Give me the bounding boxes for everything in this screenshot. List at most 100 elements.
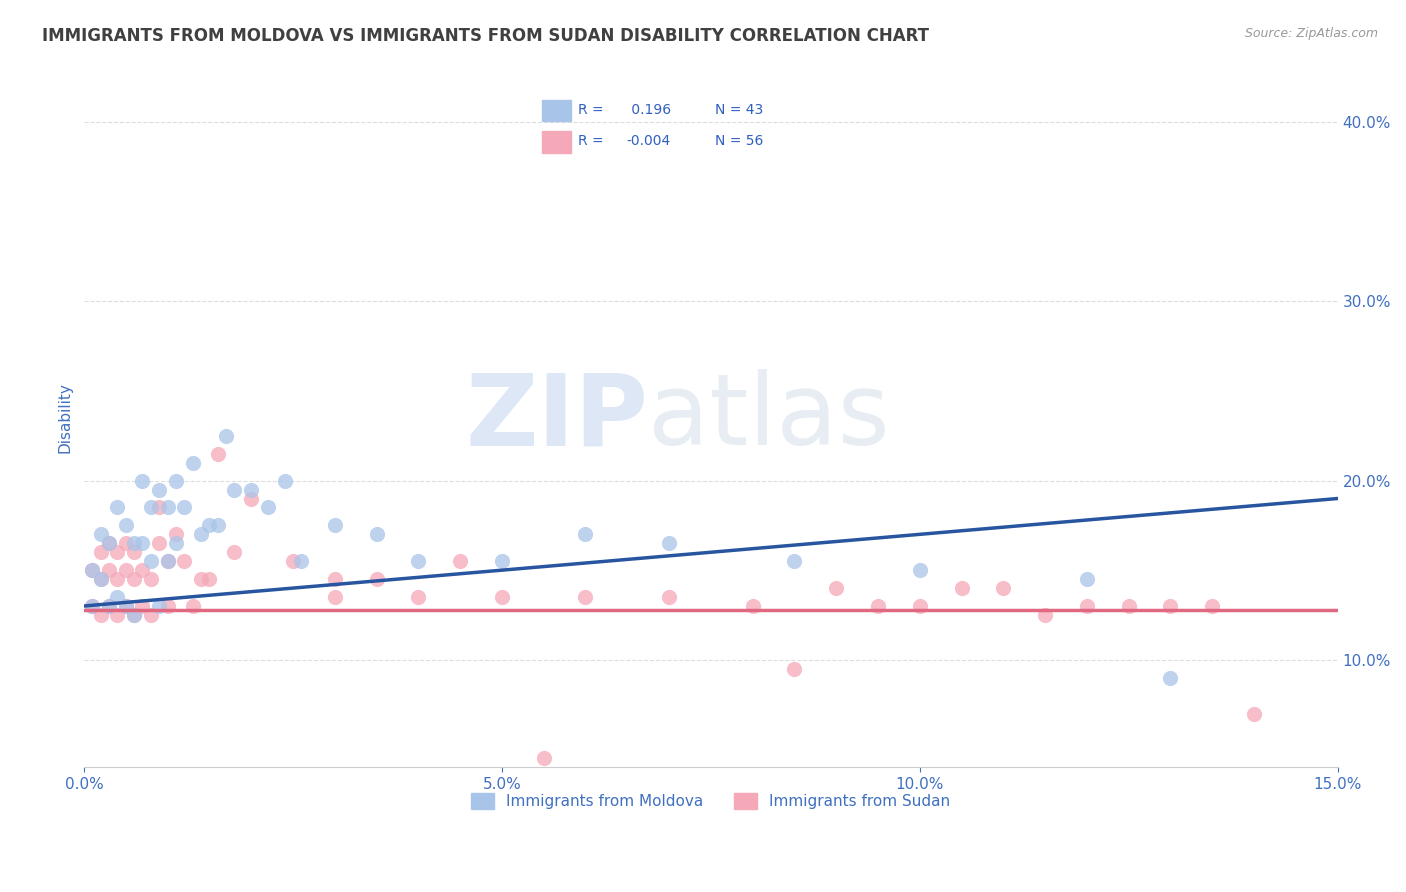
Point: [658, 536, 681, 550]
Point: [224, 483, 246, 497]
Point: [1243, 706, 1265, 721]
Point: [783, 554, 806, 568]
Point: [1201, 599, 1223, 613]
Point: [240, 483, 263, 497]
Text: Source: ZipAtlas.com: Source: ZipAtlas.com: [1244, 27, 1378, 40]
Point: [198, 518, 221, 533]
Point: [114, 518, 136, 533]
Text: ZIP: ZIP: [465, 369, 648, 467]
Point: [207, 518, 229, 533]
Point: [1118, 599, 1140, 613]
Point: [90, 572, 112, 586]
Point: [139, 500, 162, 515]
Point: [574, 527, 596, 541]
Point: [156, 554, 179, 568]
Point: [148, 536, 170, 550]
Point: [1159, 671, 1181, 685]
Point: [122, 545, 145, 559]
Legend: Immigrants from Moldova, Immigrants from Sudan: Immigrants from Moldova, Immigrants from…: [465, 788, 956, 815]
Point: [181, 599, 204, 613]
Point: [82, 599, 104, 613]
Point: [908, 599, 931, 613]
Point: [323, 518, 346, 533]
Point: [107, 590, 129, 604]
Point: [98, 536, 121, 550]
Point: [408, 590, 430, 604]
Point: [741, 599, 763, 613]
Point: [366, 527, 388, 541]
Point: [114, 536, 136, 550]
Point: [950, 581, 973, 595]
Point: [98, 599, 121, 613]
Point: [139, 572, 162, 586]
Point: [114, 599, 136, 613]
Point: [156, 554, 179, 568]
Point: [114, 599, 136, 613]
Point: [122, 607, 145, 622]
Point: [82, 599, 104, 613]
Text: atlas: atlas: [648, 369, 890, 467]
Point: [131, 474, 153, 488]
Point: [148, 599, 170, 613]
Point: [491, 554, 513, 568]
Point: [114, 563, 136, 577]
Point: [190, 527, 212, 541]
Point: [148, 483, 170, 497]
Point: [366, 572, 388, 586]
Point: [131, 599, 153, 613]
Point: [156, 500, 179, 515]
Point: [165, 474, 187, 488]
Point: [173, 554, 195, 568]
Point: [783, 662, 806, 676]
Point: [165, 536, 187, 550]
Point: [139, 607, 162, 622]
Point: [658, 590, 681, 604]
Point: [131, 536, 153, 550]
Text: IMMIGRANTS FROM MOLDOVA VS IMMIGRANTS FROM SUDAN DISABILITY CORRELATION CHART: IMMIGRANTS FROM MOLDOVA VS IMMIGRANTS FR…: [42, 27, 929, 45]
Point: [107, 572, 129, 586]
Point: [107, 500, 129, 515]
Point: [98, 536, 121, 550]
Point: [491, 590, 513, 604]
Point: [181, 456, 204, 470]
Point: [122, 607, 145, 622]
Point: [574, 590, 596, 604]
Point: [240, 491, 263, 506]
Point: [908, 563, 931, 577]
Point: [215, 429, 238, 443]
Point: [533, 751, 555, 765]
Point: [107, 545, 129, 559]
Point: [165, 527, 187, 541]
Point: [156, 599, 179, 613]
Point: [122, 536, 145, 550]
Point: [1033, 607, 1056, 622]
Point: [107, 607, 129, 622]
Point: [323, 590, 346, 604]
Point: [90, 607, 112, 622]
Point: [1076, 599, 1098, 613]
Point: [1076, 572, 1098, 586]
Point: [1159, 599, 1181, 613]
Point: [290, 554, 312, 568]
Point: [866, 599, 889, 613]
Y-axis label: Disability: Disability: [58, 383, 72, 453]
Point: [148, 500, 170, 515]
Point: [98, 599, 121, 613]
Point: [82, 563, 104, 577]
Point: [139, 554, 162, 568]
Point: [190, 572, 212, 586]
Point: [224, 545, 246, 559]
Point: [90, 527, 112, 541]
Point: [449, 554, 471, 568]
Point: [122, 572, 145, 586]
Point: [82, 563, 104, 577]
Point: [198, 572, 221, 586]
Point: [207, 447, 229, 461]
Point: [408, 554, 430, 568]
Point: [173, 500, 195, 515]
Point: [993, 581, 1015, 595]
Point: [257, 500, 280, 515]
Point: [323, 572, 346, 586]
Point: [825, 581, 848, 595]
Point: [131, 563, 153, 577]
